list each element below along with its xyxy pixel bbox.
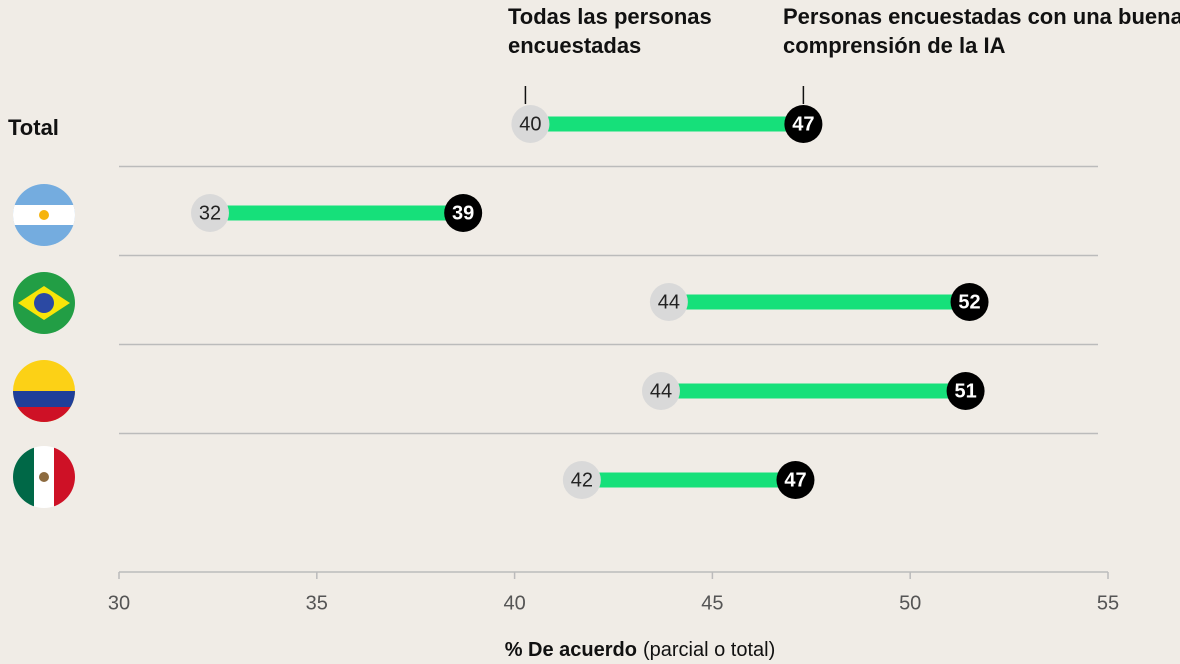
value-label: 39: [452, 202, 474, 224]
value-label: 42: [571, 469, 593, 491]
dot: [649, 283, 688, 321]
dot: [776, 461, 815, 499]
x-tick-label: 35: [306, 592, 328, 614]
value-label: 32: [199, 202, 221, 224]
value-label: 40: [519, 113, 541, 135]
x-tick-label: 50: [899, 592, 921, 614]
x-label-bold: % De acuerdo: [505, 639, 637, 661]
flag-colombia: [13, 360, 75, 422]
category-label: Total: [8, 115, 59, 140]
x-tick-label: 55: [1097, 592, 1119, 614]
legend-label: Todas las personas encuestadas: [508, 4, 712, 58]
dot: [190, 194, 229, 232]
dot: [784, 105, 823, 143]
legend-label: Personas encuestadas con una buena compr…: [783, 4, 1180, 58]
value-label: 52: [958, 291, 980, 313]
x-axis-label: % De acuerdo (parcial o total): [505, 639, 776, 661]
x-tick-label: 40: [503, 592, 525, 614]
value-label: 51: [954, 380, 976, 402]
dot: [950, 283, 989, 321]
dot: [511, 105, 550, 143]
x-tick-label: 45: [701, 592, 723, 614]
flag-argentina: [13, 184, 75, 246]
value-label: 44: [658, 291, 680, 313]
dot: [444, 194, 483, 232]
x-tick-label: 30: [108, 592, 130, 614]
flag-mexico: [13, 446, 75, 508]
value-label: 47: [784, 469, 806, 491]
flag-brazil: [13, 272, 75, 334]
dot: [641, 372, 680, 410]
dot: [562, 461, 601, 499]
value-label: 47: [792, 113, 814, 135]
x-label-rest: (parcial o total): [643, 639, 775, 661]
value-label: 44: [650, 380, 672, 402]
dot: [946, 372, 985, 410]
